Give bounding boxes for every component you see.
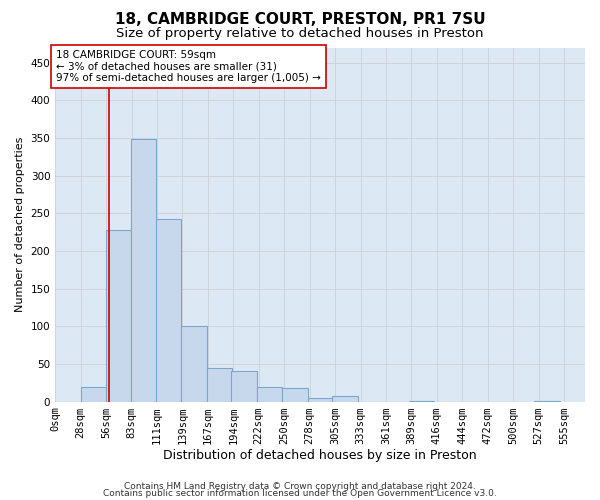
Text: Size of property relative to detached houses in Preston: Size of property relative to detached ho…	[116, 28, 484, 40]
Bar	[232, 372, 257, 402]
Bar	[106, 230, 131, 402]
Bar	[131, 140, 156, 402]
Bar	[156, 220, 181, 402]
Text: 18, CAMBRIDGE COURT, PRESTON, PR1 7SU: 18, CAMBRIDGE COURT, PRESTON, PR1 7SU	[115, 12, 485, 28]
Bar	[534, 401, 560, 402]
Text: Contains public sector information licensed under the Open Government Licence v3: Contains public sector information licen…	[103, 490, 497, 498]
Bar	[207, 368, 232, 402]
Bar	[283, 388, 308, 402]
Bar	[80, 386, 106, 402]
X-axis label: Distribution of detached houses by size in Preston: Distribution of detached houses by size …	[163, 450, 477, 462]
Bar	[332, 396, 358, 402]
Bar	[181, 326, 207, 402]
Bar	[308, 398, 333, 402]
Bar	[257, 386, 283, 402]
Text: Contains HM Land Registry data © Crown copyright and database right 2024.: Contains HM Land Registry data © Crown c…	[124, 482, 476, 491]
Bar	[409, 401, 434, 402]
Y-axis label: Number of detached properties: Number of detached properties	[15, 137, 25, 312]
Text: 18 CAMBRIDGE COURT: 59sqm
← 3% of detached houses are smaller (31)
97% of semi-d: 18 CAMBRIDGE COURT: 59sqm ← 3% of detach…	[56, 50, 321, 83]
